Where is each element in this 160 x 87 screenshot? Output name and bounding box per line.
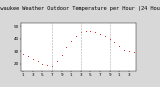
Text: Milwaukee Weather Outdoor Temperature per Hour (24 Hours): Milwaukee Weather Outdoor Temperature pe… <box>0 6 160 11</box>
